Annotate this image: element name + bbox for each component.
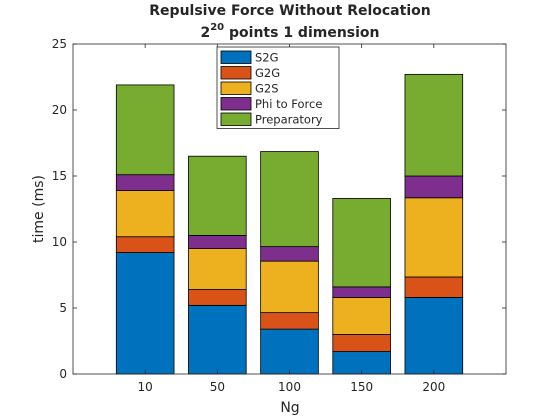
bar-g2s-150	[332, 297, 391, 335]
legend-swatch-g2s	[220, 81, 252, 95]
bar-preparatory-100	[260, 151, 319, 248]
legend-swatch-preparatory	[220, 112, 252, 126]
title-base: 2	[200, 25, 210, 41]
bar-g2g-200	[404, 276, 464, 298]
y-axis-label: time (ms)	[31, 175, 47, 243]
bar-g2s-50	[188, 248, 247, 290]
title-exponent: 20	[210, 22, 224, 33]
y-tick-label: 10	[52, 235, 67, 249]
legend-swatch-s2g	[220, 50, 252, 64]
x-tick-label: 150	[350, 380, 373, 394]
bar-g2s-10	[115, 190, 175, 238]
bar-s2g-200	[404, 297, 464, 375]
legend-label: Preparatory	[255, 113, 323, 127]
bar-g2g-50	[188, 289, 247, 306]
legend-swatch-g2g	[220, 66, 252, 80]
axes-group: 0 5 10 15 20 25 10 50 100 150 200	[52, 37, 507, 394]
legend-swatch-phi-to-force	[220, 97, 252, 111]
bar-g2s-100	[260, 260, 319, 314]
x-tick-label: 200	[422, 380, 445, 394]
bar-preparatory-150	[332, 198, 391, 288]
bar-g2g-150	[332, 333, 391, 352]
bar-phi-to-force-10	[115, 174, 175, 191]
legend-label: Phi to Force	[255, 97, 322, 111]
legend-label: G2G	[255, 66, 280, 80]
bar-g2g-100	[260, 312, 319, 330]
y-tick-label: 0	[59, 367, 67, 381]
x-tick-label: 100	[278, 380, 301, 394]
y-tick-label: 15	[52, 169, 67, 183]
x-axis-label: Ng	[280, 400, 299, 416]
y-tick-label: 5	[59, 301, 67, 315]
bar-preparatory-200	[404, 73, 464, 177]
bar-phi-to-force-100	[260, 246, 319, 262]
title-rest: points 1 dimension	[224, 25, 379, 41]
bars-group	[115, 73, 464, 375]
bar-s2g-10	[115, 252, 175, 375]
bar-phi-to-force-150	[332, 286, 391, 298]
bar-phi-to-force-50	[188, 234, 247, 249]
y-tick-label: 20	[52, 103, 67, 117]
x-tick-label: 10	[138, 380, 153, 394]
bar-s2g-100	[260, 328, 319, 375]
bar-g2s-200	[404, 197, 464, 278]
bar-preparatory-50	[188, 155, 247, 236]
x-tick-label: 50	[210, 380, 225, 394]
chart-title-line1: Repulsive Force Without Relocation	[149, 3, 430, 19]
bar-preparatory-10	[115, 84, 175, 176]
y-tick-label: 25	[52, 37, 67, 51]
chart-title-line2: 220 points 1 dimension	[200, 22, 379, 41]
legend-label: S2G	[255, 51, 279, 65]
bar-s2g-50	[188, 304, 247, 375]
bar-phi-to-force-200	[404, 175, 464, 199]
legend-label: G2S	[255, 82, 279, 96]
bar-g2g-10	[115, 236, 175, 253]
